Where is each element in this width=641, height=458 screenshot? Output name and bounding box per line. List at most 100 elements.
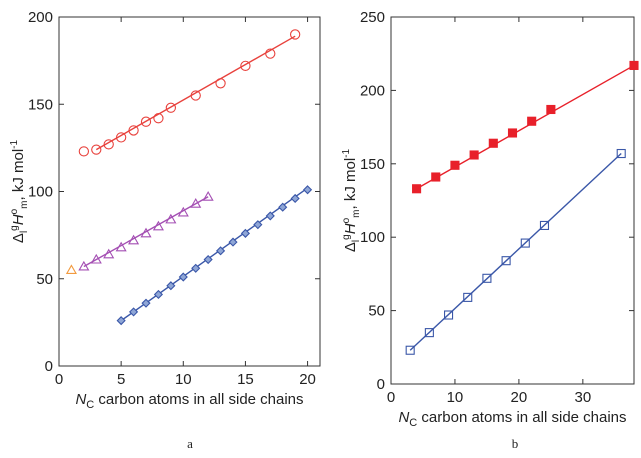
data-point	[520, 238, 530, 248]
data-point	[215, 78, 226, 89]
data-point	[215, 246, 226, 256]
data-point	[546, 104, 556, 115]
data-point	[482, 273, 492, 283]
series-square-0	[412, 60, 639, 194]
x-tick-label: 10	[447, 389, 464, 406]
data-point	[152, 220, 164, 231]
data-point	[177, 206, 189, 217]
data-point	[166, 281, 176, 291]
data-point	[463, 292, 473, 302]
data-point	[65, 264, 77, 275]
y-tick-label: 150	[360, 156, 385, 173]
y-tick-label: 0	[45, 358, 53, 375]
y-tick-label: 200	[28, 9, 53, 26]
data-point	[424, 328, 434, 338]
data-point	[202, 191, 214, 201]
data-point	[240, 60, 251, 72]
data-point	[103, 139, 114, 150]
y-tick-label: 100	[360, 229, 385, 246]
panel-label: a	[187, 436, 193, 451]
series-triangle-2	[65, 264, 77, 275]
plot-frame	[58, 16, 321, 367]
data-point	[203, 254, 213, 265]
data-point	[165, 102, 177, 113]
data-point	[253, 220, 263, 230]
data-point	[116, 316, 126, 326]
data-point	[265, 211, 275, 221]
data-point	[412, 184, 422, 194]
y-tick-label: 50	[36, 271, 53, 288]
data-point	[78, 146, 90, 157]
x-tick-label: 20	[299, 371, 316, 388]
fit-line	[409, 153, 622, 351]
y-tick-label: 50	[368, 303, 385, 320]
data-point	[190, 90, 201, 101]
data-point	[153, 289, 164, 300]
data-point	[228, 237, 238, 247]
x-tick-label: 30	[574, 389, 591, 406]
data-point	[78, 260, 90, 271]
data-point	[539, 220, 550, 231]
data-point	[140, 227, 152, 238]
series-triangle-1	[78, 191, 214, 271]
y-tick-label: 200	[360, 82, 385, 99]
plot-frame	[390, 16, 635, 385]
data-point	[153, 113, 164, 124]
data-point	[165, 213, 177, 224]
data-point	[405, 345, 415, 355]
x-tick-label: 0	[55, 371, 63, 388]
data-point	[128, 125, 139, 136]
data-point	[616, 148, 626, 159]
data-point	[103, 248, 115, 259]
data-point	[290, 193, 300, 204]
data-point	[191, 263, 201, 273]
x-tick-label: 15	[237, 371, 254, 388]
x-tick-label: 20	[511, 389, 528, 406]
chart-panel-b: 0 10 20 30 0 50 100 150 200 250 NC carbon atoms in…	[341, 9, 639, 451]
data-point	[115, 132, 127, 143]
data-point	[289, 29, 301, 40]
x-axis-label: NC carbon atoms in all side chains	[398, 409, 626, 429]
panel-label: b	[512, 436, 519, 451]
data-point	[240, 228, 251, 238]
data-point	[141, 298, 151, 308]
series-diamond-3	[116, 185, 313, 326]
x-tick-label: 0	[387, 389, 395, 406]
data-point	[302, 185, 313, 195]
data-point	[629, 60, 639, 70]
data-point	[278, 202, 288, 212]
data-point	[115, 241, 127, 252]
data-point	[178, 272, 188, 282]
data-point	[507, 128, 518, 138]
data-point	[431, 172, 441, 182]
y-tick-label: 100	[28, 184, 53, 201]
data-point	[501, 256, 511, 266]
fit-line	[83, 196, 209, 268]
data-point	[140, 116, 152, 127]
x-axis-label: NC carbon atoms in all side chains	[75, 391, 303, 411]
data-point	[128, 234, 140, 245]
data-point	[469, 150, 479, 160]
data-point	[450, 160, 460, 170]
fit-line	[416, 64, 635, 190]
data-point	[488, 138, 498, 148]
data-point	[90, 253, 102, 264]
series-square-1	[405, 148, 626, 355]
data-point	[91, 144, 102, 155]
data-point	[128, 307, 139, 317]
data-point	[444, 310, 454, 320]
data-point	[190, 198, 202, 208]
series-circle-0	[78, 29, 301, 157]
fit-line	[120, 187, 308, 322]
x-tick-label: 5	[117, 371, 125, 388]
data-point	[527, 116, 537, 126]
y-axis-label: ΔlgHom, kJ mol-1	[341, 148, 362, 252]
y-tick-label: 150	[28, 96, 53, 113]
y-tick-label: 250	[360, 9, 385, 26]
y-tick-label: 0	[377, 376, 385, 393]
x-tick-label: 10	[175, 371, 192, 388]
y-axis-label: ΔlgHom, kJ mol-1	[9, 139, 30, 243]
data-point	[265, 48, 276, 59]
